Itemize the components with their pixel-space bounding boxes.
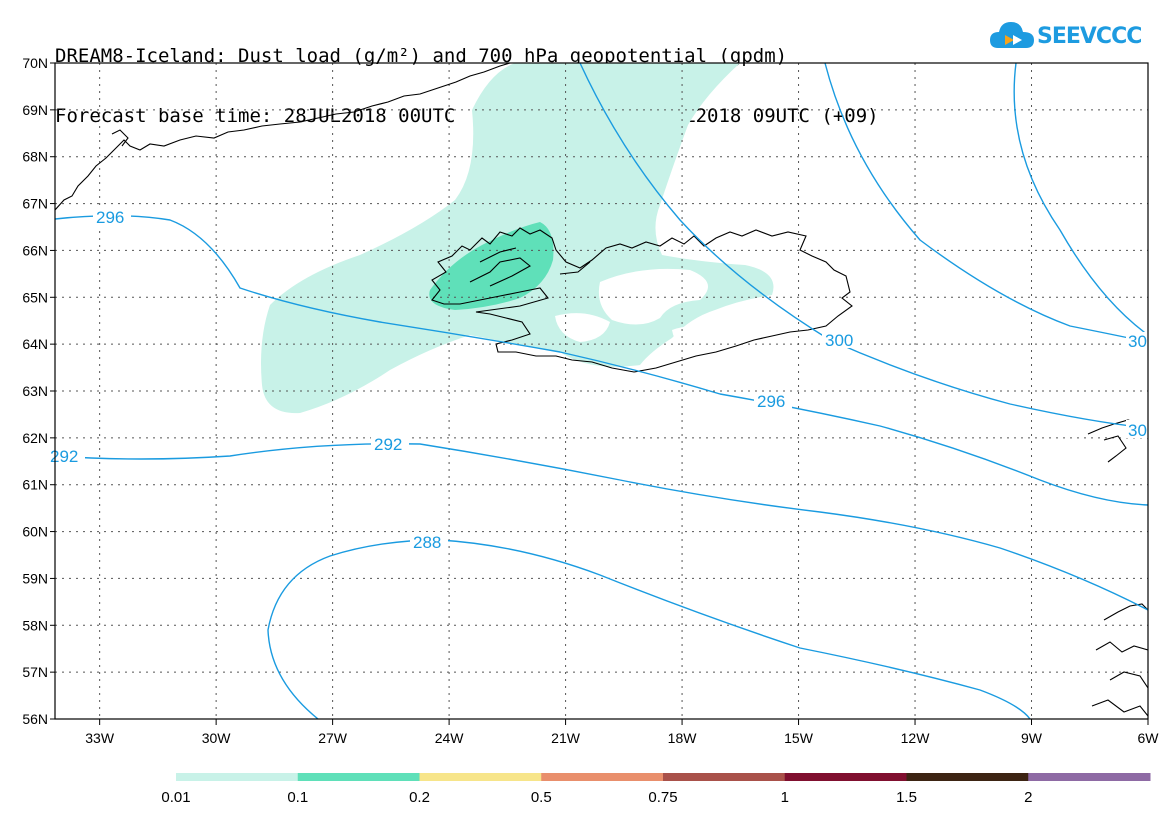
contour-300-east [824, 63, 1148, 343]
axis-ticks [50, 62, 1149, 725]
lat-tick-label: 57N [22, 664, 48, 680]
contour-label: 296 [757, 392, 785, 411]
lon-tick-label: 6W [1138, 730, 1160, 746]
graticule [55, 63, 1148, 719]
lon-tick-label: 30W [202, 730, 232, 746]
iceland-coastline [431, 227, 853, 373]
lat-tick-label: 63N [22, 383, 48, 399]
colorbar-segment [297, 773, 420, 781]
contour-label-group: 296 296 300 30 30 292 292 288 [50, 208, 1147, 552]
colorbar-segment [1028, 773, 1151, 781]
map-area [55, 63, 1148, 719]
scotland-coastline [1091, 603, 1148, 717]
colorbar-segment [784, 773, 907, 781]
colorbar-segment [906, 773, 1029, 781]
lat-tick-label: 64N [22, 336, 48, 352]
contour-304-east [1013, 63, 1148, 336]
colorbar-label: 0.1 [287, 789, 308, 806]
lat-tick-label: 68N [22, 149, 48, 165]
colorbar-segment [663, 773, 786, 781]
greenland-coastline [55, 63, 511, 211]
contour-label: 296 [96, 208, 124, 227]
lat-tick-label: 69N [22, 102, 48, 118]
contour-296 [55, 215, 1148, 506]
lon-tick-label: 24W [435, 730, 465, 746]
colorbar-label: 1.5 [896, 789, 917, 806]
contour-label: 30 [1128, 421, 1147, 440]
contour-label: 300 [825, 331, 853, 350]
lat-tick-label: 70N [22, 55, 48, 71]
lat-axis: 70N 69N 68N 67N 66N 65N 64N 63N 62N 61N 60N 59N 58N 5… [22, 55, 48, 727]
lat-tick-label: 58N [22, 617, 48, 633]
lon-tick-label: 12W [901, 730, 931, 746]
colorbar-segment [541, 773, 664, 781]
geopotential-contours [55, 63, 1148, 719]
lon-axis: 33W 30W 27W 24W 21W 18W 15W 12W 9W 6W [85, 730, 1159, 746]
contour-label: 288 [413, 533, 441, 552]
contour-label: 292 [50, 447, 78, 466]
colorbar-label: 0.2 [409, 789, 430, 806]
logo-text: SEEVCCC [1037, 24, 1142, 49]
lat-tick-label: 66N [22, 242, 48, 258]
colorbar-labels: 0.01 0.1 0.2 0.5 0.75 1 1.5 2 [161, 789, 1032, 806]
title-line-1: DREAM8-Iceland: Dust load (g/m²) and 700… [55, 45, 788, 67]
lat-tick-label: 67N [22, 196, 48, 212]
contour-label-bg [55, 208, 1148, 550]
dust-hole [555, 313, 610, 342]
colorbar-label: 0.5 [531, 789, 552, 806]
dust-hole [598, 268, 708, 325]
lon-tick-label: 15W [784, 730, 814, 746]
colorbar [176, 773, 1151, 781]
contour-label: 30 [1128, 332, 1147, 351]
colorbar-label: 2 [1024, 789, 1032, 806]
lon-tick-label: 9W [1021, 730, 1043, 746]
contour-288 [267, 539, 1031, 719]
colorbar-label: 1 [781, 789, 789, 806]
colorbar-segment [419, 773, 542, 781]
lat-tick-label: 56N [22, 711, 48, 727]
lat-tick-label: 62N [22, 430, 48, 446]
lon-tick-label: 27W [318, 730, 348, 746]
coastlines [55, 63, 1148, 717]
colorbar-segment [176, 773, 299, 781]
lat-tick-label: 61N [22, 477, 48, 493]
lat-tick-label: 65N [22, 289, 48, 305]
contour-292 [55, 443, 1148, 611]
colorbar-label: 0.01 [161, 789, 190, 806]
lat-tick-label: 59N [22, 570, 48, 586]
lon-tick-label: 33W [85, 730, 115, 746]
lon-tick-label: 21W [551, 730, 581, 746]
lon-tick-label: 18W [668, 730, 698, 746]
contour-label: 292 [374, 435, 402, 454]
dust-region-medium [429, 222, 554, 310]
dust-hole [672, 326, 728, 354]
colorbar-label: 0.75 [648, 789, 677, 806]
cloud-logo-icon [990, 22, 1034, 48]
lat-tick-label: 60N [22, 524, 48, 540]
